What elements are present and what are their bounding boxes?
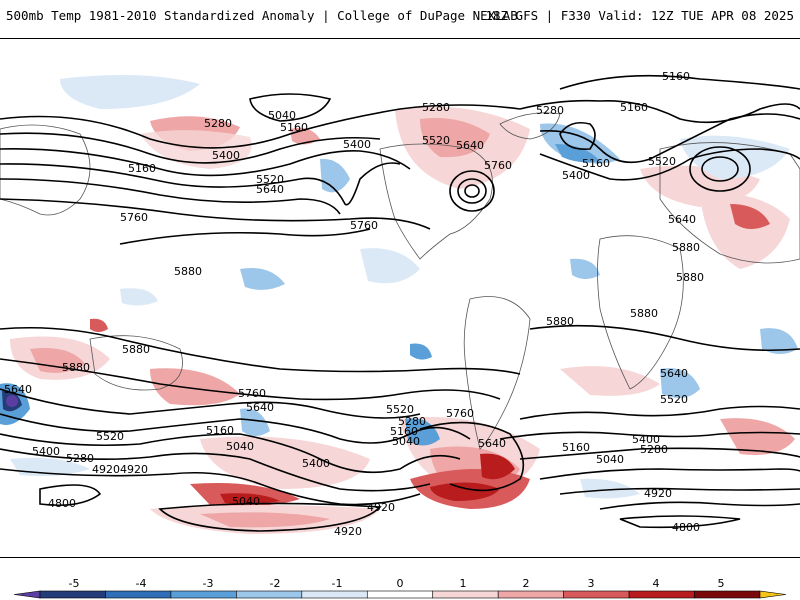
color-scale-swatch [432,590,499,599]
contour-label: 5160 [206,424,234,437]
contour-label: 5520 [256,173,284,186]
contour-label: 5880 [676,271,704,284]
color-scale-swatch [170,590,237,599]
contour-label: 5160 [390,425,418,438]
color-scale-tick: 0 [397,577,404,590]
contour-label: 5280 [422,101,450,114]
contour-label: 5520 [96,430,124,443]
color-scale-tick: 3 [588,577,595,590]
model-run-valid-time: 18Z GFS | F330 Valid: 12Z TUE APR 08 202… [485,8,794,23]
color-scale-swatch [13,590,41,599]
color-scale-swatch [694,590,761,599]
contour-label: 5280 [640,443,668,456]
contour-label: 5880 [62,361,90,374]
contour-label: 5880 [122,343,150,356]
map-header: 500mb Temp 1981-2010 Standardized Anomal… [0,0,800,38]
color-scale-swatch [236,590,303,599]
contour-label: 5640 [256,183,284,196]
contour-label: 5760 [484,159,512,172]
contour-label: 5640 [668,213,696,226]
contour-label: 5040 [596,453,624,466]
contour-label: 5640 [456,139,484,152]
contour-label: 5160 [620,101,648,114]
color-scale-swatch [628,590,695,599]
contour-label: 5280 [536,104,564,117]
contour-label: 5760 [446,407,474,420]
contour-label: 5880 [630,307,658,320]
contour-label: 5640 [660,367,688,380]
color-scale-swatch [301,590,368,599]
contour-label: 5520 [648,155,676,168]
color-scale-tick: -3 [203,577,214,590]
contour-label: 5400 [32,445,60,458]
contour-label: 5040 [226,440,254,453]
contour-label: 4920 [367,501,395,514]
color-scale-legend: -5 -4 -3 -2 -1 0 1 2 3 4 5 [0,575,800,600]
contour-label: 5400 [302,457,330,470]
contour-label: 5160 [582,157,610,170]
color-scale-tick: 1 [460,577,467,590]
contour-label: 5400 [632,433,660,446]
map-title: 500mb Temp 1981-2010 Standardized Anomal… [6,8,518,23]
contour-label: 5160 [562,441,590,454]
contour-label: 5520 [386,403,414,416]
contour-label: 5520 [660,393,688,406]
cool-anomaly-shading [0,75,798,499]
contour-label: 5160 [128,162,156,175]
warm-anomaly-shading [10,106,795,534]
contour-label: 5280 [204,117,232,130]
color-scale-swatch [759,590,787,599]
contour-label: 5160 [662,70,690,83]
contour-label: 5400 [343,138,371,151]
contour-label: 5160 [280,121,308,134]
contour-label: 4920 [120,463,148,476]
contour-label: 5040 [392,435,420,448]
color-scale-tick: -5 [69,577,80,590]
color-scale-svg: -5 -4 -3 -2 -1 0 1 2 3 4 5 [13,577,787,599]
color-scale-tick: -4 [136,577,147,590]
contour-label: 4920 [92,463,120,476]
contour-label: 5040 [232,495,260,508]
contour-labels: 5160 5160 5280 5040 5160 5280 5400 5400 … [4,70,704,538]
contour-label: 5760 [120,211,148,224]
contour-label: 4800 [672,521,700,534]
anomaly-map: 5160 5160 5280 5040 5160 5280 5400 5400 … [0,38,800,558]
color-scale-tick: 2 [523,577,530,590]
contour-label: 4800 [48,497,76,510]
anomaly-map-svg: 5160 5160 5280 5040 5160 5280 5400 5400 … [0,70,800,538]
contour-label: 5640 [246,401,274,414]
contour-label: 5520 [422,134,450,147]
contour-label: 5280 [398,415,426,428]
contour-label: 5880 [672,241,700,254]
color-scale-swatch [563,590,630,599]
contour-label: 5760 [238,387,266,400]
contour-label: 5400 [562,169,590,182]
contour-label: 5880 [174,265,202,278]
contour-label: 5280 [66,452,94,465]
color-scale-tick: -2 [270,577,281,590]
contour-label: 5880 [546,315,574,328]
color-scale-tick: -1 [332,577,343,590]
contour-label: 5760 [350,219,378,232]
color-scale-swatches [13,590,787,599]
color-scale-swatch [39,590,106,599]
contour-label: 5640 [478,437,506,450]
contour-label: 4920 [334,525,362,538]
contour-label: 4920 [644,487,672,500]
contour-label: 5640 [4,383,32,396]
color-scale-labels: -5 -4 -3 -2 -1 0 1 2 3 4 5 [69,577,725,590]
color-scale-swatch [366,590,434,599]
color-scale-swatch [497,590,564,599]
color-scale-swatch [105,590,172,599]
height-contours [0,74,800,532]
contour-label: 5400 [212,149,240,162]
contour-label: 5040 [268,109,296,122]
color-scale-tick: 5 [718,577,725,590]
color-scale-tick: 4 [653,577,660,590]
